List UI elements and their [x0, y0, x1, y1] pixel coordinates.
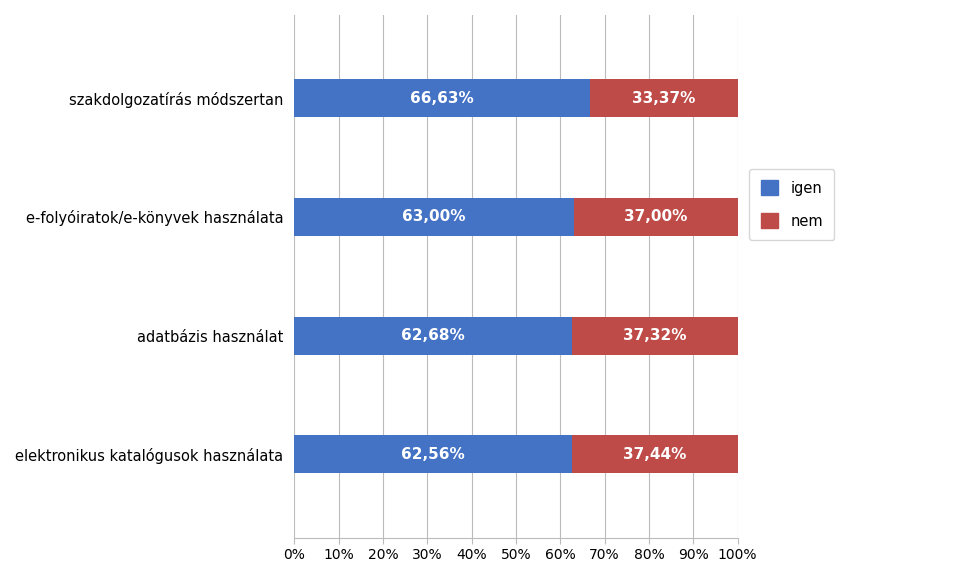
Text: 66,63%: 66,63% [410, 91, 473, 106]
Text: 62,68%: 62,68% [401, 328, 466, 343]
Text: 33,37%: 33,37% [632, 91, 695, 106]
Bar [573, 198, 738, 236]
Text: 63,00%: 63,00% [402, 209, 465, 224]
Text: 37,32%: 37,32% [623, 328, 687, 343]
Text: 37,00%: 37,00% [624, 209, 687, 224]
Bar [294, 317, 572, 355]
Bar [294, 436, 571, 474]
Text: 62,56%: 62,56% [401, 447, 465, 462]
Bar [572, 317, 738, 355]
Bar [571, 436, 738, 474]
Bar [294, 79, 590, 117]
Bar [294, 198, 573, 236]
Legend: igen, nem: igen, nem [750, 168, 834, 240]
Text: 37,44%: 37,44% [623, 447, 686, 462]
Bar [590, 79, 738, 117]
